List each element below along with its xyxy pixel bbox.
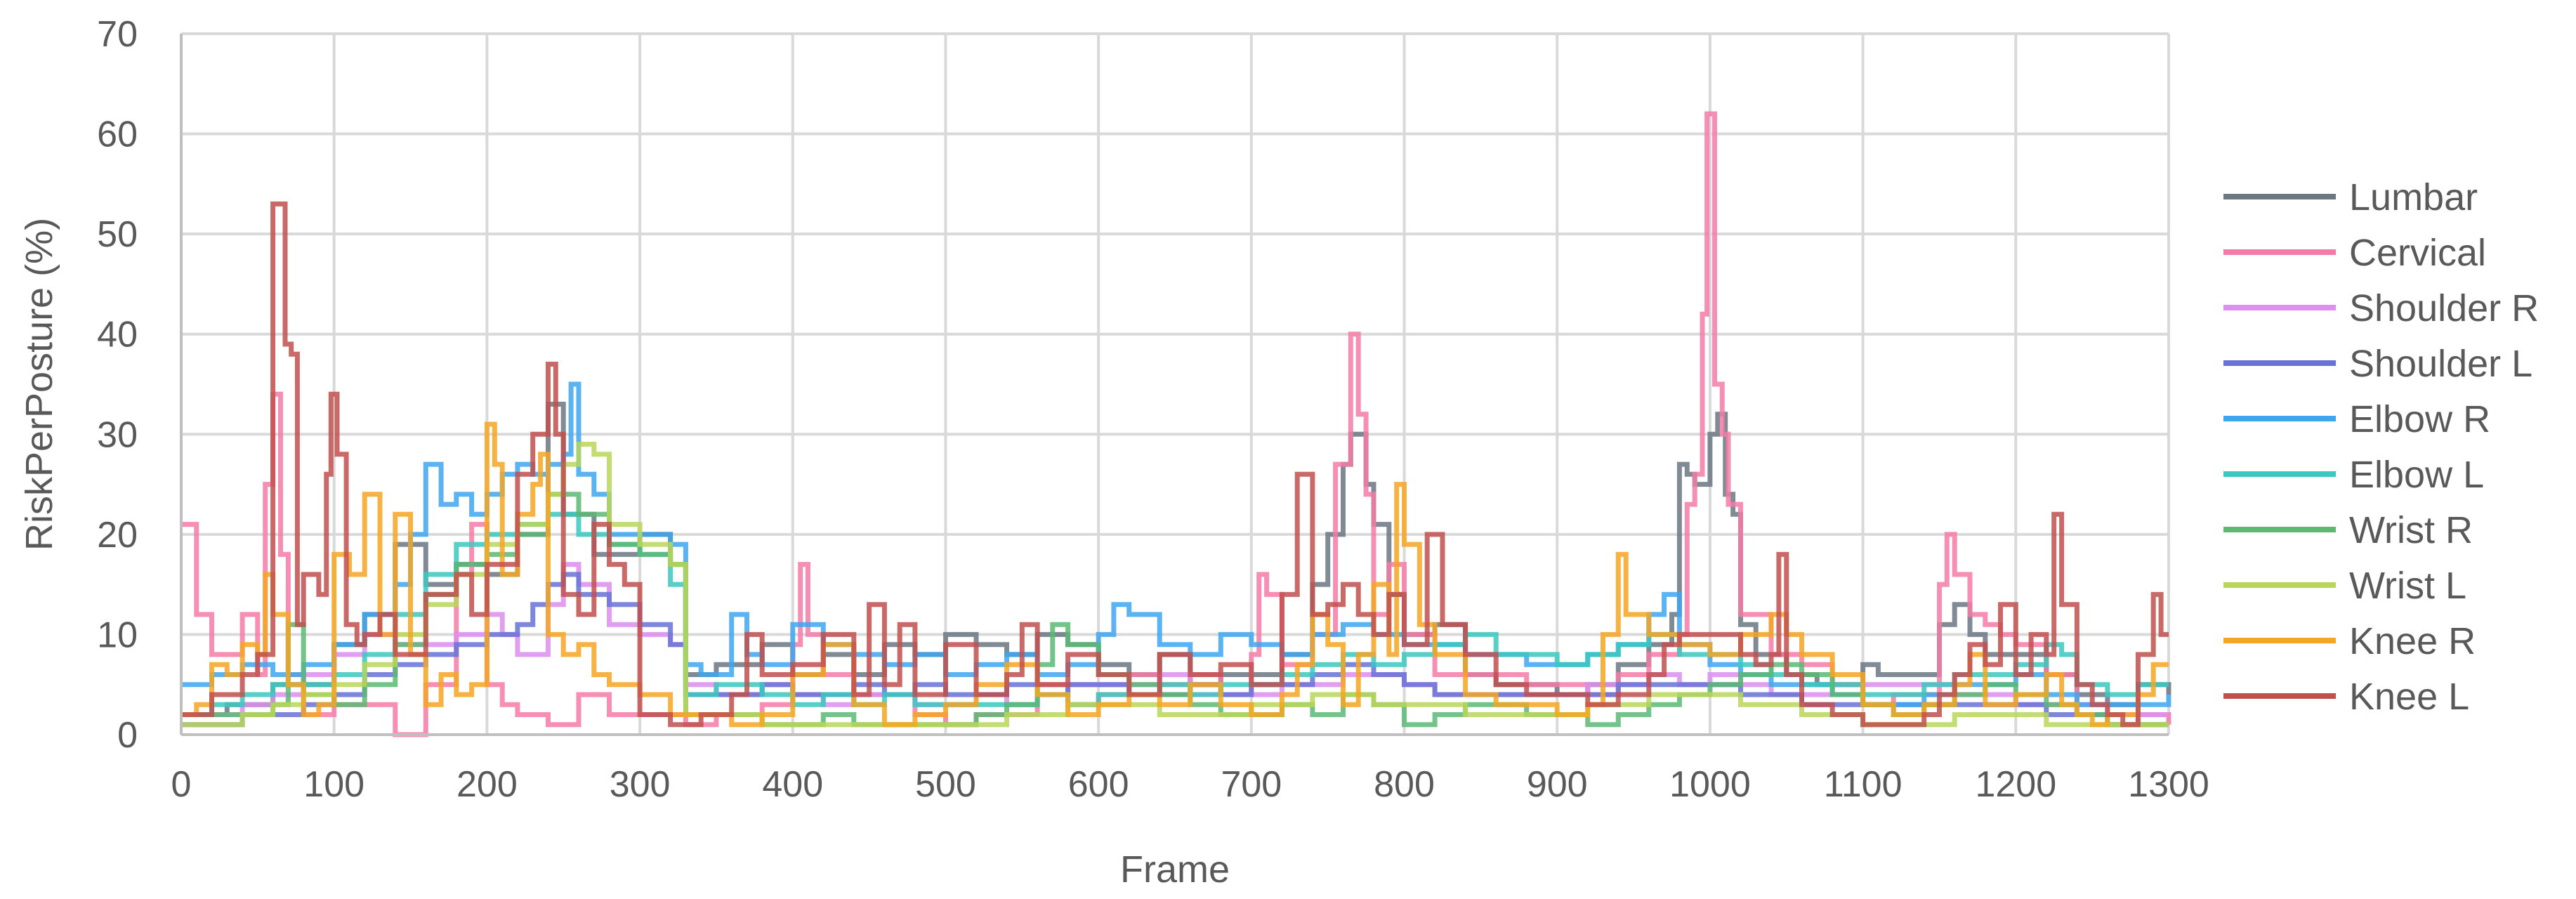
- y-tick-label: 40: [97, 315, 138, 355]
- x-tick-label: 0: [171, 764, 192, 805]
- legend-label-cervical: Cervical: [2349, 232, 2486, 274]
- legend-label-shoulder-r: Shoulder R: [2349, 287, 2539, 329]
- x-tick-label: 1100: [1824, 764, 1903, 805]
- y-tick-label: 30: [97, 414, 138, 455]
- y-tick-label: 60: [97, 114, 138, 155]
- series-line-lumbar: [181, 402, 2171, 717]
- y-tick-label: 0: [117, 715, 138, 756]
- legend-label-shoulder-l: Shoulder L: [2349, 343, 2532, 385]
- legend-label-wrist-l: Wrist L: [2349, 565, 2466, 607]
- y-axis-title: RiskPerPosture (%): [18, 218, 60, 551]
- x-tick-label: 200: [456, 764, 518, 805]
- grid: [181, 32, 2170, 735]
- y-tick-label: 50: [97, 214, 138, 255]
- series-line-shoulder-l: [181, 572, 2169, 728]
- legend-label-knee-l: Knee L: [2349, 676, 2469, 718]
- x-tick-labels: 0 100 200 300 400 500 600 700 800 900 1000 1100 1200…: [171, 764, 2209, 805]
- x-tick-label: 100: [303, 764, 364, 805]
- series-line-knee-r: [181, 421, 2169, 728]
- y-tick-label: 20: [97, 515, 138, 556]
- series-line-cervical: [181, 111, 2171, 737]
- legend: Lumbar Cervical Shoulder R Shoulder L Elbow …: [2223, 176, 2539, 718]
- x-tick-label: 400: [762, 764, 823, 805]
- series-line-shoulder-r: [181, 562, 2169, 717]
- x-tick-label: 500: [915, 764, 976, 805]
- x-tick-label: 1000: [1669, 764, 1751, 805]
- legend-label-elbow-r: Elbow R: [2349, 398, 2490, 440]
- series-line-wrist-r: [181, 492, 2169, 728]
- x-tick-label: 600: [1068, 764, 1129, 805]
- x-tick-label: 800: [1374, 764, 1435, 805]
- legend-label-knee-r: Knee R: [2349, 620, 2476, 662]
- legend-label-lumbar: Lumbar: [2349, 176, 2478, 218]
- series-line-elbow-r: [181, 381, 2171, 707]
- x-tick-label: 300: [610, 764, 671, 805]
- y-tick-label: 10: [97, 615, 138, 655]
- x-tick-label: 900: [1527, 764, 1588, 805]
- x-tick-label: 700: [1221, 764, 1282, 805]
- axes: [180, 34, 2169, 736]
- x-tick-label: 1200: [1975, 764, 2056, 805]
- legend-label-wrist-r: Wrist R: [2349, 509, 2473, 551]
- legend-label-elbow-l: Elbow L: [2349, 454, 2484, 496]
- y-tick-label: 70: [97, 14, 138, 55]
- y-tick-labels: 0 10 20 30 40 50 60 70: [97, 14, 138, 756]
- series-line-knee-l: [181, 201, 2169, 728]
- x-axis-title: Frame: [1120, 848, 1230, 891]
- series-lines: [181, 111, 2171, 737]
- x-tick-label: 1300: [2128, 764, 2209, 805]
